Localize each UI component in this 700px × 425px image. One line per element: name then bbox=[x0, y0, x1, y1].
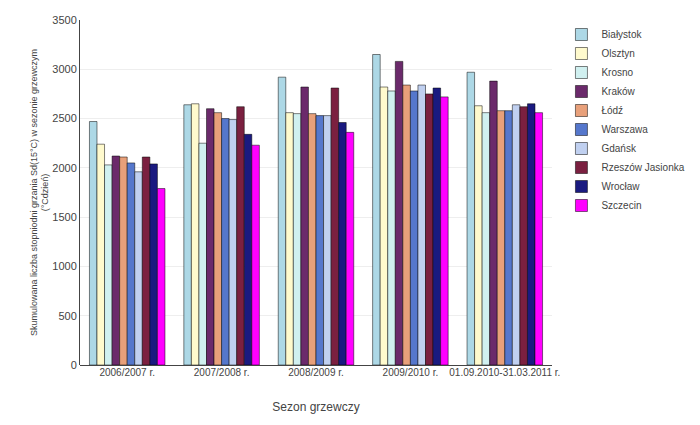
svg-text:Olsztyn: Olsztyn bbox=[601, 48, 634, 59]
svg-text:Sezon grzewczy: Sezon grzewczy bbox=[272, 400, 359, 414]
svg-text:1500: 1500 bbox=[52, 211, 76, 223]
svg-text:Kraków: Kraków bbox=[601, 86, 635, 97]
svg-text:0: 0 bbox=[71, 359, 77, 371]
svg-text:Łódź: Łódź bbox=[601, 105, 623, 116]
svg-text:500: 500 bbox=[58, 310, 76, 322]
svg-text:3500: 3500 bbox=[52, 14, 76, 26]
svg-text:2008/2009 r.: 2008/2009 r. bbox=[288, 367, 344, 378]
svg-text:2007/2008 r.: 2007/2008 r. bbox=[194, 367, 250, 378]
svg-text:Gdańsk: Gdańsk bbox=[601, 143, 636, 154]
svg-text:01.09.2010-31.03.2011 r.: 01.09.2010-31.03.2011 r. bbox=[449, 367, 560, 378]
svg-text:Skumulowana liczba stopniodni: Skumulowana liczba stopniodni grzania Sd… bbox=[29, 49, 51, 336]
svg-text:Wrocław: Wrocław bbox=[601, 181, 640, 192]
svg-text:Warszawa: Warszawa bbox=[601, 124, 648, 135]
svg-text:Krosno: Krosno bbox=[601, 67, 633, 78]
svg-text:Szczecin: Szczecin bbox=[601, 200, 641, 211]
svg-text:3000: 3000 bbox=[52, 63, 76, 75]
svg-text:2006/2007 r.: 2006/2007 r. bbox=[99, 367, 155, 378]
svg-text:2009/2010 r.: 2009/2010 r. bbox=[383, 367, 439, 378]
svg-text:2500: 2500 bbox=[52, 112, 76, 124]
svg-text:Rzeszów Jasionka: Rzeszów Jasionka bbox=[601, 162, 684, 173]
svg-text:Białystok: Białystok bbox=[601, 29, 642, 40]
svg-text:2000: 2000 bbox=[52, 162, 76, 174]
svg-text:1000: 1000 bbox=[52, 260, 76, 272]
